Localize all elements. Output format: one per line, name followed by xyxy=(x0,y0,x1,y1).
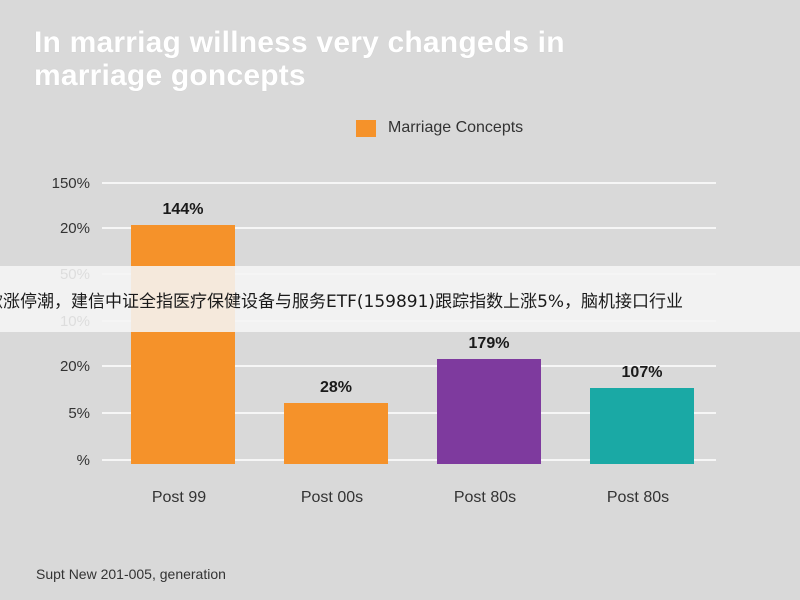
y-tick-label: 150% xyxy=(52,175,90,192)
chart-legend: Marriage Concepts xyxy=(356,119,523,137)
chart-title: In marriag willness very changeds in mar… xyxy=(34,26,774,92)
x-category-label: Post 99 xyxy=(152,489,206,506)
bar-value-label: 107% xyxy=(622,364,663,381)
x-category-label: Post 80s xyxy=(607,489,669,506)
bar-value-label: 28% xyxy=(320,379,352,396)
news-ticker-banner: 掀涨停潮，建信中证全指医疗保健设备与服务ETF(159891)跟踪指数上涨5%，… xyxy=(0,266,800,332)
y-tick-label: 20% xyxy=(60,220,90,237)
chart-title-line-1: In marriag willness very changeds in xyxy=(34,26,565,59)
legend-label: Marriage Concepts xyxy=(388,119,524,136)
legend-swatch-orange xyxy=(356,119,376,137)
x-category-label: Post 80s xyxy=(454,489,516,506)
chart-footnote: Supt New 201-005, generation xyxy=(36,566,226,582)
y-tick-label: 20% xyxy=(60,358,90,375)
bar-value-label: 179% xyxy=(469,335,510,352)
bar-value-label: 144% xyxy=(163,201,204,218)
news-ticker-text: 掀涨停潮，建信中证全指医疗保健设备与服务ETF(159891)跟踪指数上涨5%，… xyxy=(0,291,684,312)
chart-title-line-2: marriage goncepts xyxy=(34,59,306,92)
bar xyxy=(284,403,388,464)
y-tick-label: % xyxy=(77,452,90,469)
y-tick-label: 5% xyxy=(68,405,90,422)
x-category-label: Post 00s xyxy=(301,489,363,506)
bar xyxy=(437,359,541,464)
bar xyxy=(590,388,694,464)
bar xyxy=(131,225,235,464)
